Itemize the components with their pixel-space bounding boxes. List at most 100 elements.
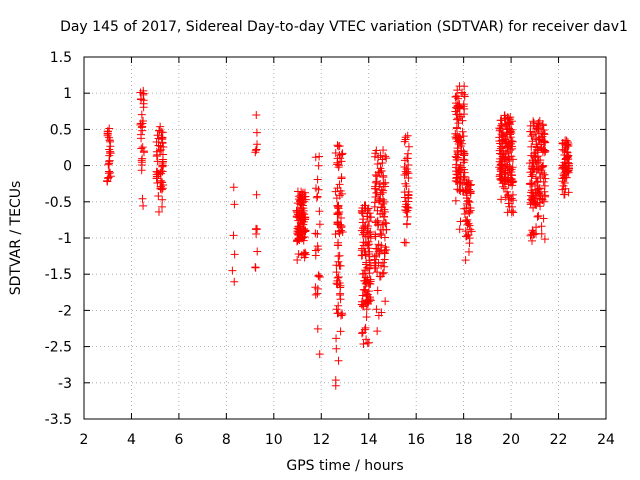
data-point: [503, 130, 512, 139]
x-tick-label: 4: [127, 432, 136, 448]
data-point: [338, 310, 347, 319]
data-point: [460, 209, 469, 218]
data-point: [534, 164, 543, 173]
data-point: [495, 157, 504, 166]
data-point: [466, 180, 475, 189]
data-point: [379, 186, 388, 195]
data-point: [452, 174, 461, 183]
data-point: [452, 123, 461, 132]
data-point: [153, 131, 162, 140]
data-point: [496, 144, 505, 153]
data-point: [403, 131, 412, 140]
data-point: [373, 218, 382, 227]
data-point: [156, 169, 165, 178]
data-point: [297, 194, 306, 203]
data-point: [373, 327, 382, 336]
data-point: [451, 152, 460, 161]
data-point: [338, 189, 347, 198]
data-point: [103, 129, 112, 138]
data-point: [378, 269, 387, 278]
data-point: [507, 165, 516, 174]
data-point: [400, 162, 409, 171]
data-point: [380, 207, 389, 216]
data-point: [338, 228, 347, 237]
data-point: [334, 201, 343, 210]
data-point: [372, 188, 381, 197]
data-point: [373, 268, 382, 277]
data-point: [373, 216, 382, 225]
data-point: [315, 207, 324, 216]
data-point: [312, 193, 321, 202]
data-point: [357, 329, 366, 338]
data-point: [452, 160, 461, 169]
data-point: [496, 174, 505, 183]
data-point: [565, 159, 574, 168]
data-point: [155, 207, 164, 216]
data-point: [508, 190, 517, 199]
data-point: [535, 184, 544, 193]
data-point: [370, 255, 379, 264]
data-point: [370, 152, 379, 161]
data-point: [404, 173, 413, 182]
data-point: [357, 246, 366, 255]
data-point: [381, 152, 390, 161]
data-point: [526, 198, 535, 207]
data-point: [528, 226, 537, 235]
data-point: [528, 162, 537, 171]
data-point: [528, 236, 537, 245]
data-point: [451, 129, 460, 138]
data-point: [563, 167, 572, 176]
x-tick-label: 14: [360, 432, 378, 448]
data-point: [460, 82, 469, 91]
data-point: [452, 115, 461, 124]
data-point: [153, 178, 162, 187]
data-points: [103, 82, 574, 390]
data-point: [155, 126, 164, 135]
data-point: [540, 137, 549, 146]
data-point: [400, 238, 409, 247]
data-point: [139, 96, 148, 105]
data-point: [378, 220, 387, 229]
data-point: [313, 284, 322, 293]
y-tick-label: 1.5: [50, 50, 72, 66]
data-point: [507, 194, 516, 203]
y-axis-label: SDTVAR / TECUs: [8, 181, 24, 296]
data-point: [453, 104, 462, 113]
data-point: [105, 136, 114, 145]
y-axis-ticks: 1.5 1 0.5 0 -0.5 -1 -1.5 -2 -2.5 -3 -3.5: [45, 50, 606, 428]
data-point: [539, 161, 548, 170]
data-point: [534, 211, 543, 220]
data-point: [462, 217, 471, 226]
data-point: [313, 175, 322, 184]
data-point: [334, 356, 343, 365]
data-point: [293, 236, 302, 245]
data-point: [535, 198, 544, 207]
data-point: [333, 241, 342, 250]
data-point: [404, 160, 413, 169]
data-point: [300, 253, 309, 262]
data-point: [362, 296, 371, 305]
data-point: [137, 166, 146, 175]
data-point: [504, 139, 513, 148]
data-point: [527, 142, 536, 151]
data-point: [382, 154, 391, 163]
data-point: [461, 256, 470, 265]
data-point: [558, 145, 567, 154]
data-point: [137, 134, 146, 143]
data-point: [314, 245, 323, 254]
x-tick-label: 12: [312, 432, 330, 448]
data-point: [138, 194, 147, 203]
data-point: [331, 187, 340, 196]
data-point: [404, 142, 413, 151]
data-point: [315, 152, 324, 161]
data-point: [332, 334, 341, 343]
data-point: [526, 179, 535, 188]
data-point: [528, 167, 537, 176]
data-point: [293, 236, 301, 245]
data-point: [314, 161, 323, 170]
data-point: [313, 324, 322, 333]
data-point: [500, 111, 509, 120]
y-tick-label: -3: [58, 376, 72, 392]
data-point: [311, 251, 320, 260]
data-point: [335, 161, 344, 170]
